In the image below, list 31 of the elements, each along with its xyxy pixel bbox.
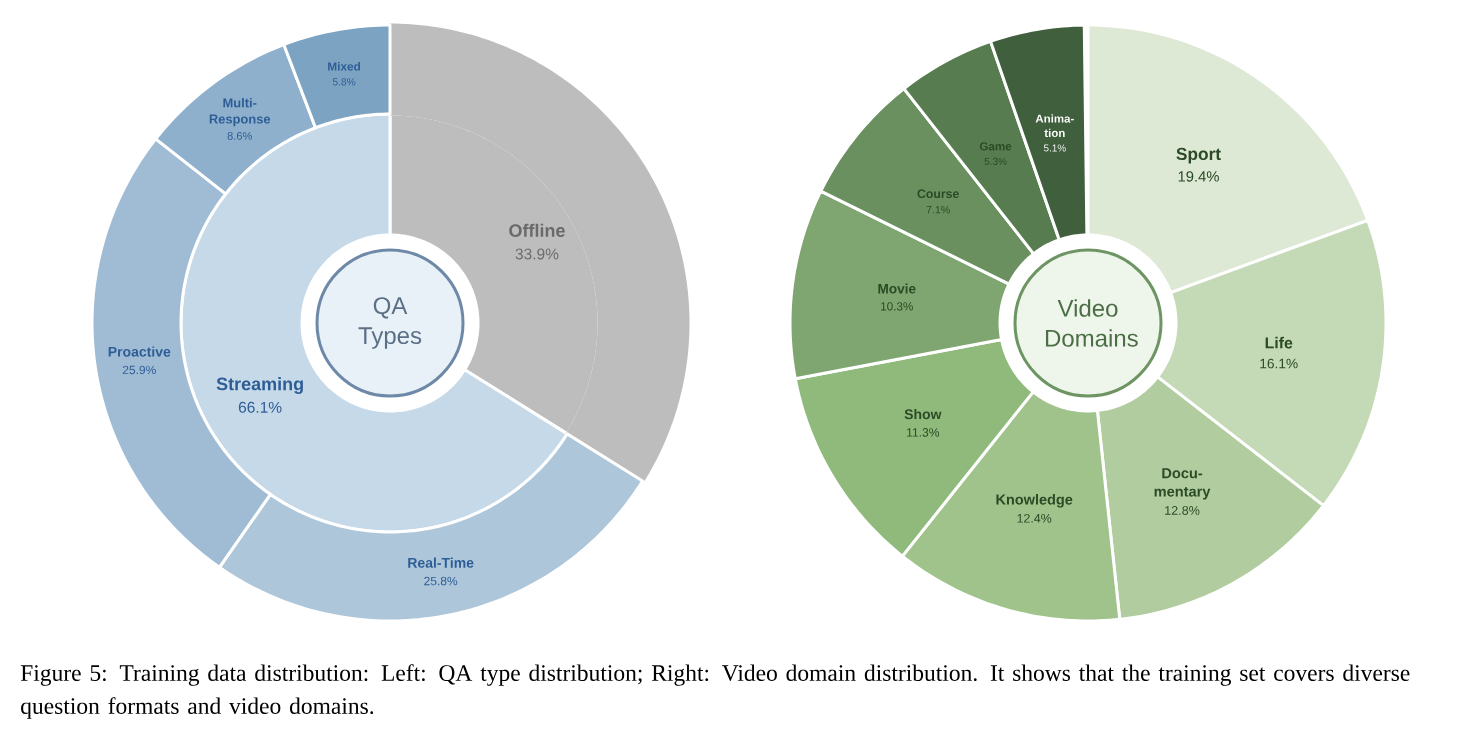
slice-label: Docu-mentary bbox=[1154, 468, 1211, 500]
slice-label: Mixed bbox=[328, 61, 361, 71]
slice-label: Sport bbox=[1176, 147, 1221, 164]
slice-label: Offline bbox=[509, 223, 565, 237]
data-label: 8.6% bbox=[227, 131, 252, 140]
data-label: 12.8% bbox=[1165, 506, 1200, 515]
data-label: 10.3% bbox=[881, 302, 913, 311]
slice-label: Multi-Response bbox=[209, 97, 271, 127]
data-label: 12.4% bbox=[1017, 513, 1052, 523]
slice-label: Show bbox=[904, 408, 942, 420]
slice-label: Anima-tion bbox=[1035, 114, 1074, 138]
text: QA Types bbox=[358, 297, 422, 349]
caption: Figure 5: Training data distribution: Left: QA type distribution; Right: Video domain distribution. It shows that the training set covers diverse question formats and video domains. bbox=[20, 664, 1410, 719]
slice-label: Course bbox=[917, 189, 959, 199]
slice-label: Real-Time bbox=[408, 557, 474, 568]
text: Video Domains bbox=[1045, 299, 1138, 347]
data-label: 33.9% bbox=[515, 248, 559, 260]
data-label: 25.8% bbox=[424, 576, 458, 586]
slice-label: Knowledge bbox=[996, 494, 1073, 508]
data-label: 66.1% bbox=[238, 401, 282, 413]
data-label: 5.8% bbox=[332, 78, 356, 86]
data-label: 19.4% bbox=[1178, 171, 1219, 182]
data-label: 16.1% bbox=[1260, 358, 1298, 369]
slice-label: Streaming bbox=[216, 377, 303, 394]
slice-label: Proactive bbox=[108, 346, 171, 357]
data-label: 25.9% bbox=[122, 365, 156, 375]
data-label: 11.3% bbox=[907, 428, 940, 437]
data-label: 7.1% bbox=[926, 205, 950, 214]
data-label: 5.1% bbox=[1043, 144, 1066, 152]
slice-label: Life bbox=[1265, 336, 1293, 349]
slice-label: Movie bbox=[878, 283, 916, 294]
